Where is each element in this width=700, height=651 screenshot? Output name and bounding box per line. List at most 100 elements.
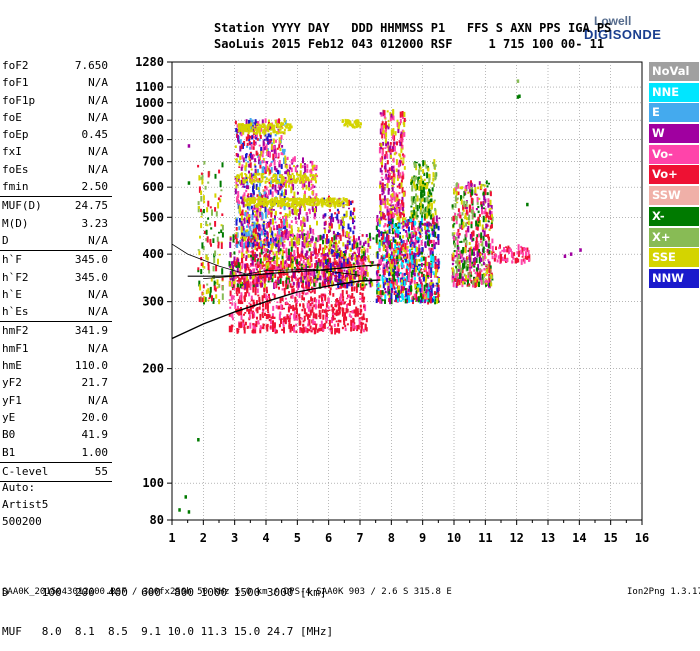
echo-point — [255, 199, 257, 201]
echo-point — [284, 241, 286, 243]
echo-point — [242, 323, 244, 327]
echo-point — [424, 299, 426, 303]
echo-point — [413, 207, 415, 210]
echo-point — [286, 302, 288, 305]
echo-point — [236, 158, 238, 163]
echo-point — [476, 208, 478, 210]
echo-point — [321, 298, 323, 301]
echo-point — [198, 201, 200, 205]
echo-point — [247, 264, 249, 268]
echo-point — [246, 226, 248, 228]
echo-point — [394, 142, 396, 145]
echo-point — [250, 255, 252, 258]
echo-point — [483, 278, 485, 284]
echo-point — [342, 296, 344, 298]
echo-point — [382, 275, 384, 281]
echo-point — [244, 264, 246, 269]
echo-point — [352, 200, 354, 203]
echo-point — [314, 208, 316, 213]
echo-point — [311, 330, 313, 332]
echo-point — [487, 198, 489, 202]
echo-point — [471, 198, 473, 204]
echo-point — [328, 262, 330, 267]
echo-point — [371, 261, 373, 264]
echo-point — [393, 177, 395, 183]
echo-point — [236, 261, 238, 265]
echo-point — [284, 158, 286, 163]
echo-point — [393, 282, 395, 287]
echo-point — [200, 191, 202, 196]
echo-point — [238, 226, 240, 230]
echo-point — [313, 279, 315, 282]
echo-point — [337, 323, 339, 327]
echo-point — [329, 310, 331, 312]
echo-point — [428, 269, 430, 274]
echo-point — [318, 259, 320, 262]
echo-point — [384, 282, 386, 284]
echo-point — [263, 257, 265, 261]
echo-point — [244, 197, 246, 202]
echo-point — [255, 289, 257, 295]
echo-point — [397, 217, 399, 221]
echo-point — [322, 282, 324, 286]
echo-point — [320, 303, 322, 308]
echo-point — [345, 256, 347, 258]
echo-point — [458, 255, 460, 259]
echo-point — [309, 242, 311, 244]
echo-point — [396, 266, 398, 271]
echo-point — [485, 235, 487, 237]
echo-point — [368, 243, 370, 247]
echo-point — [255, 214, 257, 216]
echo-point — [382, 290, 384, 295]
echo-point — [409, 292, 411, 294]
echo-point — [417, 205, 419, 211]
echo-point — [417, 288, 419, 293]
echo-point — [420, 300, 422, 302]
echo-point — [229, 302, 231, 304]
echo-point — [241, 315, 243, 321]
echo-point — [483, 195, 485, 200]
echo-point — [400, 119, 402, 123]
echo-point — [429, 190, 431, 195]
echo-point — [307, 303, 309, 309]
echo-point — [431, 198, 433, 202]
echo-point — [363, 251, 365, 256]
echo-point — [200, 209, 202, 212]
echo-point — [259, 208, 261, 211]
echo-point — [382, 179, 384, 181]
echo-point — [218, 299, 220, 304]
echo-point — [327, 281, 329, 285]
echo-point — [426, 183, 428, 189]
echo-point — [318, 235, 320, 241]
echo-point — [256, 317, 258, 320]
echo-point — [265, 118, 267, 123]
echo-point — [315, 299, 317, 303]
echo-point — [403, 221, 405, 223]
echo-point — [391, 149, 393, 152]
echo-point — [314, 328, 316, 334]
echo-point — [411, 237, 413, 241]
echo-point — [398, 184, 400, 186]
echo-point — [488, 220, 490, 222]
echo-point — [465, 232, 467, 238]
echo-point — [363, 329, 365, 332]
echo-point — [366, 327, 368, 331]
echo-point — [456, 268, 458, 273]
echo-point — [347, 323, 349, 325]
echo-point — [255, 244, 257, 246]
echo-point — [391, 129, 393, 135]
echo-point — [236, 288, 238, 294]
echo-point — [264, 284, 266, 288]
echo-point — [525, 256, 527, 259]
echo-point — [295, 166, 297, 172]
echo-point — [475, 221, 477, 227]
echo-point — [346, 298, 348, 300]
echo-point — [205, 186, 207, 190]
echo-point — [431, 182, 433, 184]
echo-point — [324, 222, 326, 226]
echo-point — [283, 308, 285, 310]
echo-point — [250, 136, 252, 139]
echo-point — [525, 251, 527, 256]
echo-point — [483, 268, 485, 271]
echo-point — [387, 224, 389, 227]
